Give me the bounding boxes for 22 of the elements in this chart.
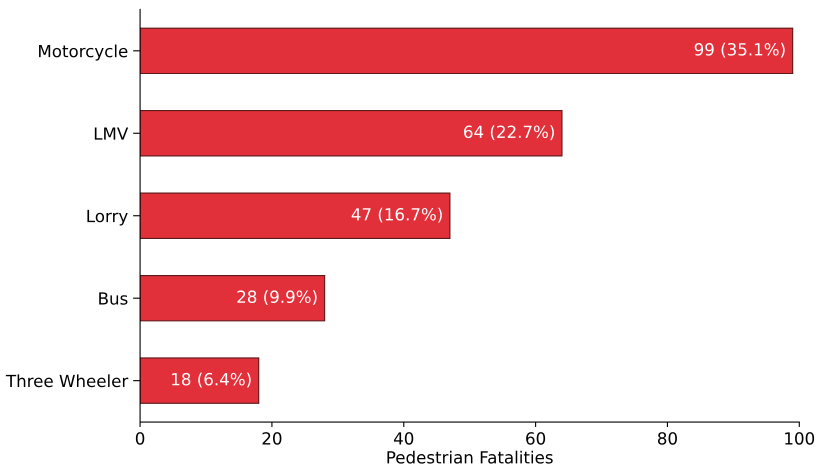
bar	[140, 192, 450, 239]
data-label: 64 (22.7%)	[464, 125, 554, 140]
x-axis-title: Pedestrian Fatalities	[387, 450, 553, 464]
data-label: 18 (6.4%)	[172, 372, 251, 388]
x-tick-label: 80	[658, 432, 677, 445]
y-tick-label: Bus	[99, 292, 128, 305]
y-tick-label: Three Wheeler	[6, 374, 128, 388]
data-label: 99 (35.1%)	[694, 42, 785, 58]
x-tick-label: 20	[262, 432, 282, 445]
y-tick-label: Motorcycle	[39, 44, 128, 61]
y-tick-label: Lorry	[87, 210, 128, 226]
bar	[140, 110, 563, 157]
bar	[140, 274, 326, 322]
x-tick-label: 40	[394, 432, 414, 445]
x-tick-label: 100	[785, 432, 814, 445]
x-tick-label: 60	[526, 432, 546, 445]
bar	[140, 28, 794, 74]
bar	[140, 357, 260, 404]
y-tick-label: LMV	[94, 127, 128, 140]
x-tick-label: 0	[136, 432, 144, 445]
data-label: 28 (9.9%)	[237, 290, 317, 305]
data-label: 47 (16.7%)	[352, 208, 442, 223]
